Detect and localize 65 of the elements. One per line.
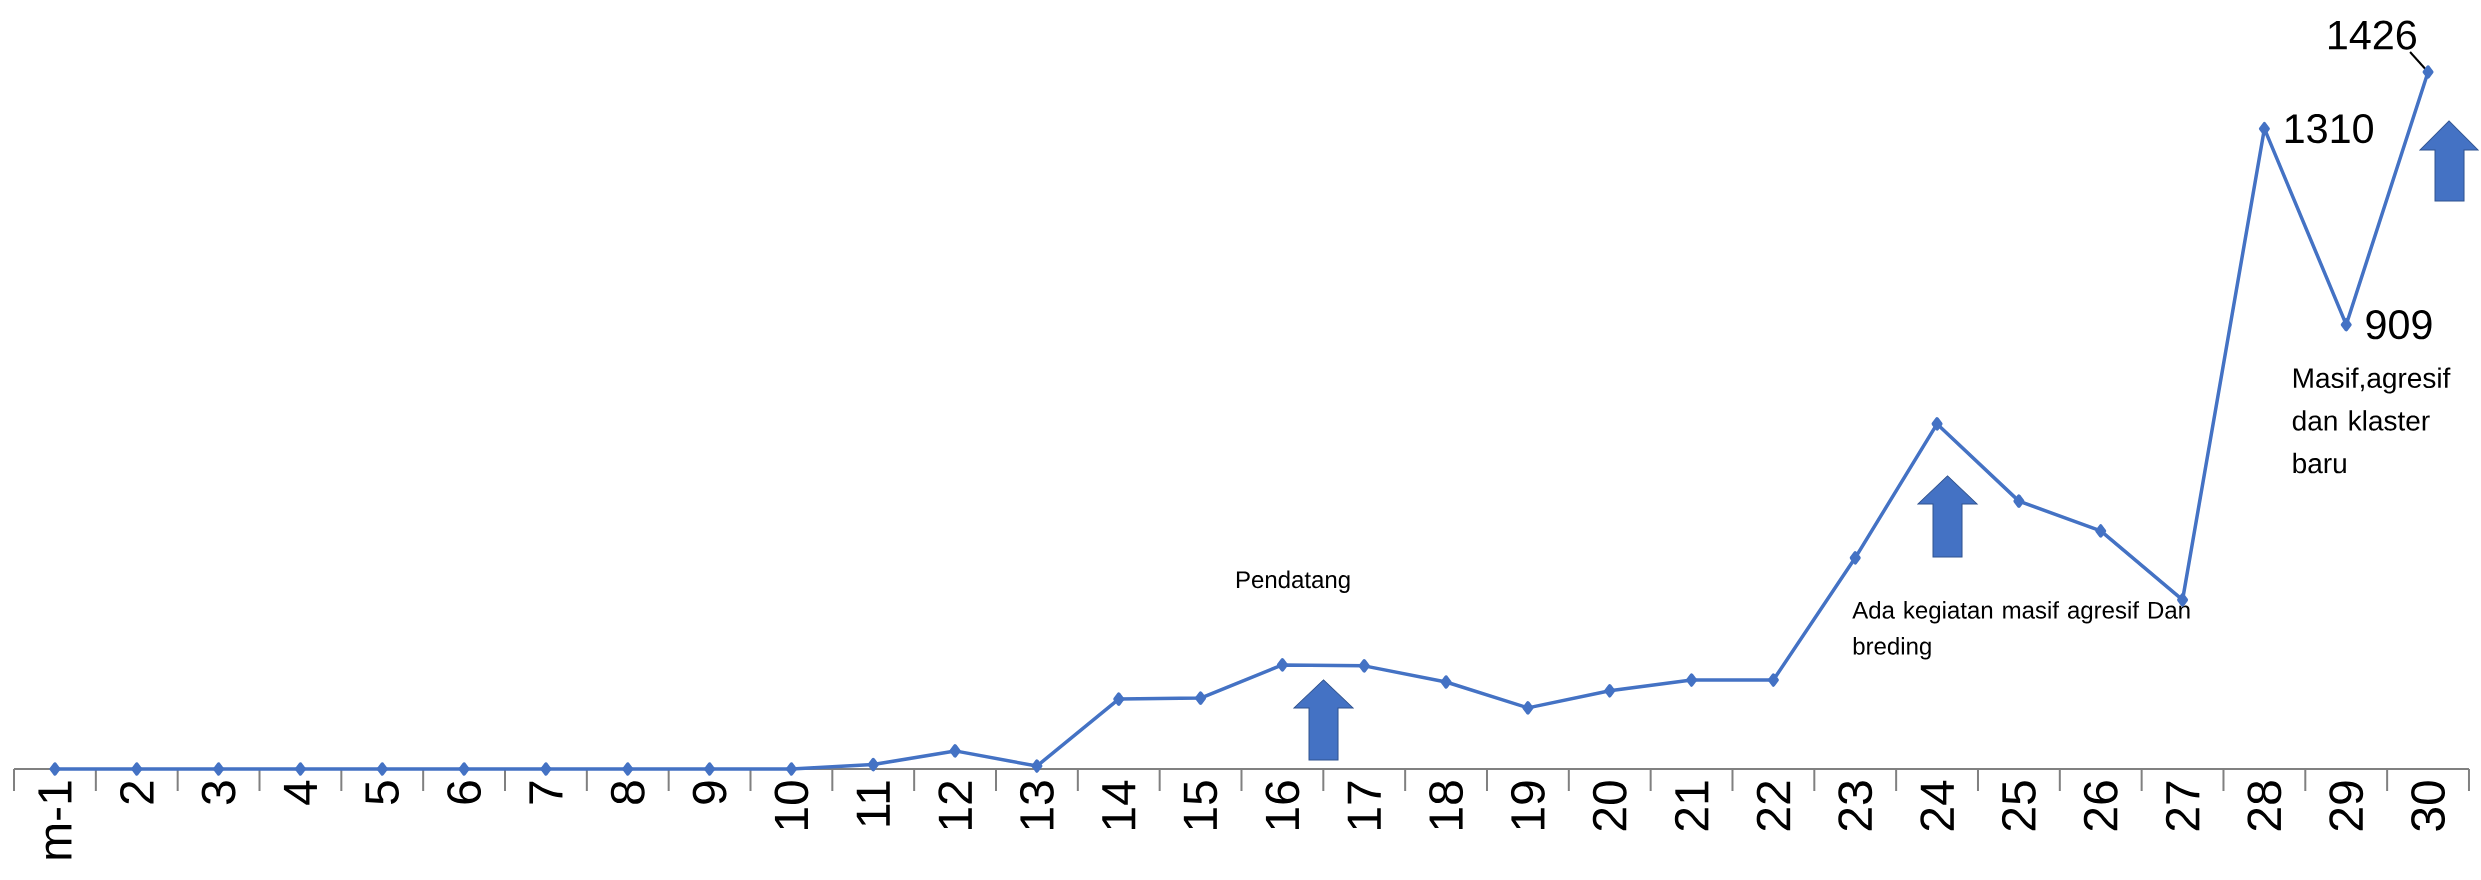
x-tick-label: 14: [1102, 780, 1136, 829]
annotation: Ada kegiatan masif agresif Dan breding: [1852, 601, 2190, 660]
point: [213, 762, 225, 776]
point: [376, 762, 388, 776]
point: [1195, 691, 1207, 705]
x-tick-label: 18: [1429, 781, 1464, 829]
x-tick-label: 27: [2165, 781, 2200, 831]
x-tick-label: 8: [610, 781, 645, 804]
x-tick-label: 12: [938, 781, 972, 829]
point: [1931, 417, 1943, 431]
x-tick-label: 30: [2411, 781, 2446, 831]
point: [785, 762, 797, 776]
point: [458, 762, 470, 776]
x-tick-label: m-1: [38, 781, 72, 859]
point: [540, 762, 552, 776]
point: [949, 744, 961, 758]
x-tick-label: 7: [529, 781, 563, 804]
x-tick-label: 24: [1920, 780, 1954, 831]
x-tick-label: 10: [774, 781, 809, 829]
annotation: Pendatang: [1236, 570, 1350, 593]
point: [704, 762, 716, 776]
x-tick-label: 23: [1838, 781, 1873, 831]
x-tick-label: 22: [1756, 781, 1791, 831]
data-label: 1426: [2329, 20, 2416, 50]
x-tick-label: 26: [2083, 781, 2118, 831]
point: [1604, 684, 1616, 698]
data-label: 1310: [2285, 114, 2373, 144]
x-tick-label: 13: [1019, 781, 1054, 829]
x-tick-label: 20: [1592, 781, 1627, 831]
x-tick-label: 2: [120, 781, 154, 804]
data-label: 909: [2366, 310, 2432, 340]
point: [1686, 673, 1698, 687]
point: [1767, 673, 1779, 687]
annotation: Masif,agresif dan klaster baru: [2292, 367, 2451, 474]
point: [1358, 659, 1370, 673]
point: [622, 762, 634, 776]
point: [131, 762, 143, 776]
x-tick-label: 28: [2247, 781, 2282, 831]
point: [2422, 65, 2434, 79]
x-tick-label: 25: [2001, 781, 2036, 831]
point: [1849, 551, 1861, 565]
point: [1440, 675, 1452, 689]
x-tick-label: 19: [1510, 781, 1545, 829]
point: [1522, 701, 1534, 715]
x-tick-label: 17: [1347, 781, 1381, 829]
point: [1113, 692, 1125, 706]
x-tick-label: 21: [1674, 781, 1709, 831]
x-tick-label: 3: [201, 781, 236, 805]
x-tick-label: 29: [2329, 781, 2364, 831]
point: [294, 762, 306, 776]
x-tick-label: 6: [447, 781, 482, 804]
x-tick-label: 16: [1265, 781, 1300, 829]
point: [1031, 759, 1043, 773]
point: [1276, 658, 1288, 672]
point: [49, 762, 61, 776]
x-tick-label: 15: [1183, 781, 1218, 829]
x-tick-label: 5: [365, 781, 399, 805]
point: [2013, 494, 2025, 508]
point: [2258, 121, 2270, 136]
x-tick-label: 4: [283, 780, 317, 805]
point: [867, 757, 879, 772]
x-tick-label: 9: [692, 781, 727, 804]
point: [2340, 317, 2352, 332]
point: [2095, 524, 2107, 538]
x-tick-label: 11: [856, 781, 890, 826]
